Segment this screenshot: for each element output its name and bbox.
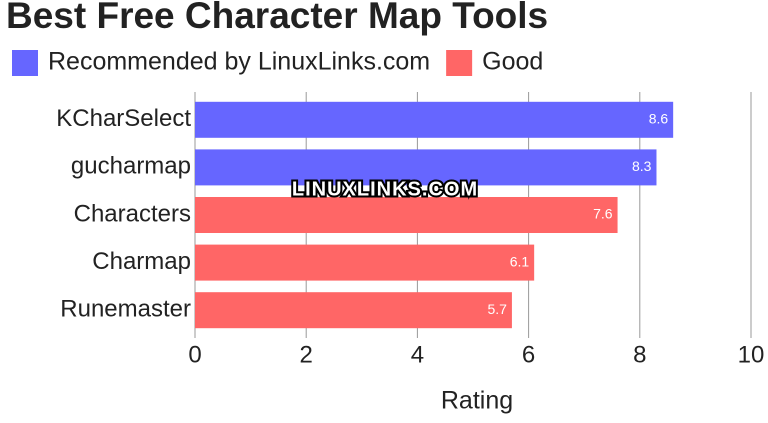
x-tick-label: 0 <box>188 341 201 368</box>
bar <box>195 292 512 329</box>
x-axis-label: Rating <box>441 387 513 415</box>
x-tick-label: 2 <box>300 341 313 368</box>
x-tick-label: 6 <box>522 341 535 368</box>
bar <box>195 244 535 281</box>
value-label: 6.1 <box>510 253 530 269</box>
legend-label: Good <box>482 48 543 76</box>
bar <box>195 149 657 186</box>
bar <box>195 197 618 233</box>
value-label: 5.7 <box>487 301 507 317</box>
y-tick-label: KCharSelect <box>56 105 191 132</box>
legend-swatch <box>446 50 473 76</box>
chart-title: Best Free Character Map Tools <box>6 0 548 36</box>
value-label: 7.6 <box>593 206 613 222</box>
value-label: 8.6 <box>649 111 669 127</box>
legend-label: Recommended by LinuxLinks.com <box>48 48 430 76</box>
watermark: LINUXLINKS.COM <box>292 178 478 200</box>
legend-swatch <box>12 50 38 76</box>
x-tick-label: 8 <box>633 341 646 368</box>
y-tick-label: Characters <box>74 200 191 227</box>
bar <box>195 101 674 138</box>
value-label: 8.3 <box>632 158 652 174</box>
y-tick-label: gucharmap <box>71 153 191 180</box>
x-tick-label: 10 <box>738 341 765 368</box>
y-tick-label: Runemaster <box>60 296 191 323</box>
y-tick-label: Charmap <box>92 248 191 275</box>
x-tick-label: 4 <box>411 341 424 368</box>
